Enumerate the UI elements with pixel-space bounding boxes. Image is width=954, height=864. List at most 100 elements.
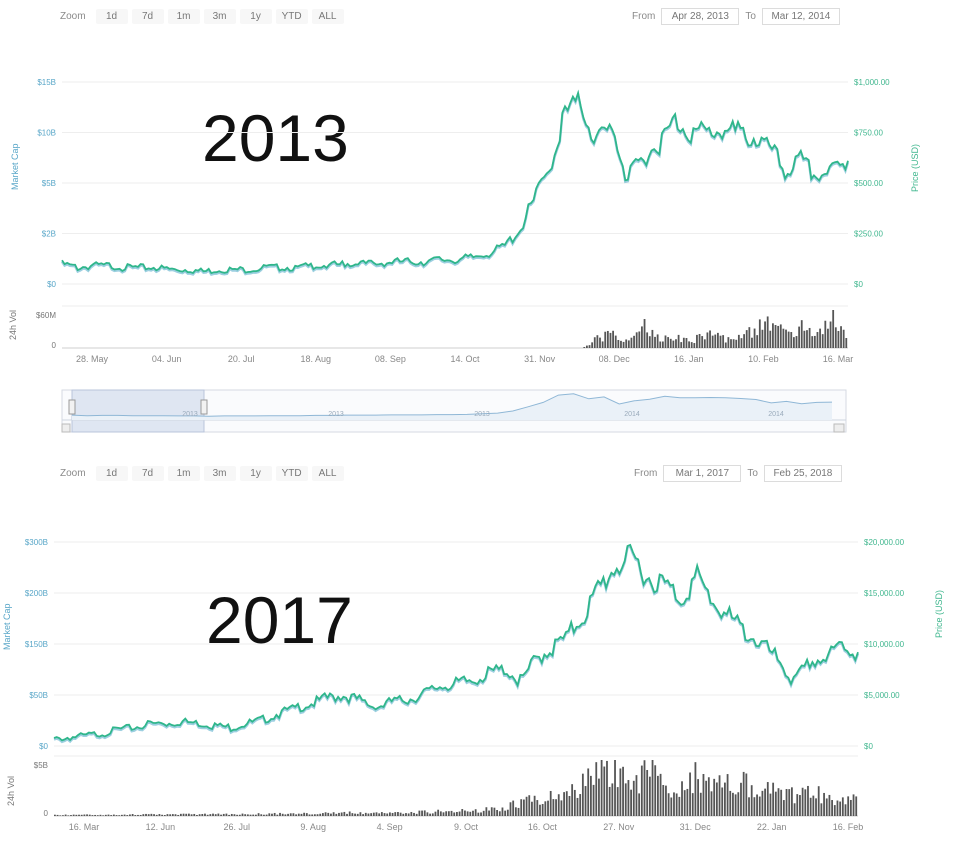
zoom-3m-button[interactable]: 3m (203, 8, 236, 24)
zoom-1y-button[interactable]: 1y (239, 8, 272, 24)
zoom-toolbar: Zoom 1d 7d 1m 3m 1y YTD ALL (60, 463, 348, 483)
volume-bar (686, 788, 689, 816)
volume-bar (565, 791, 568, 816)
volume-bar (614, 760, 616, 816)
volume-bar (832, 310, 835, 348)
volume-bar (813, 335, 816, 348)
zoom-7d-button[interactable]: 7d (131, 8, 164, 24)
volume-bar (840, 326, 842, 348)
volume-bar (112, 814, 115, 816)
market-cap-line (61, 89, 850, 277)
to-date-input[interactable]: Feb 25, 2018 (763, 464, 842, 482)
volume-bar (616, 787, 619, 816)
volume-bar (64, 814, 67, 816)
zoom-1m-button[interactable]: 1m (167, 8, 200, 24)
volume-bar (724, 342, 727, 348)
volume-bar (680, 342, 683, 348)
volume-bar (327, 812, 330, 816)
volume-bar (772, 323, 774, 348)
volume-bar (549, 790, 552, 816)
zoom-all-button[interactable]: ALL (311, 8, 344, 24)
volume-bar (249, 814, 252, 816)
volume-bar (480, 812, 482, 816)
volume-bar (656, 334, 659, 348)
zoom-1d-button[interactable]: 1d (95, 8, 128, 24)
year-annotation: 2013 (202, 101, 349, 175)
zoom-ytd-button[interactable]: YTD (275, 8, 308, 24)
volume-bar (584, 786, 587, 816)
volume-bar (399, 812, 402, 816)
volume-bar (821, 334, 824, 348)
zoom-7d-button[interactable]: 7d (131, 465, 164, 481)
volume-bar (764, 788, 766, 816)
volume-bar (601, 341, 604, 348)
volume-bar (466, 811, 469, 816)
volume-bar (233, 814, 236, 816)
volume-bar (533, 795, 536, 816)
volume-bar (677, 334, 680, 348)
volume-bar (316, 814, 319, 816)
volume-bar (378, 813, 381, 816)
x-tick-label: 12. Jun (146, 822, 176, 832)
volume-bar (816, 332, 819, 348)
volume-bar (520, 799, 523, 816)
price-line (61, 89, 849, 275)
volume-bar (289, 813, 292, 816)
volume-bar (803, 330, 806, 348)
volume-bar (96, 815, 99, 816)
volume-bar (819, 328, 821, 348)
volume-bar (672, 340, 675, 348)
volume-bar (743, 334, 745, 348)
navigator-label: 2013 (182, 411, 198, 418)
volume-bar (335, 813, 338, 816)
volume-bar (673, 792, 675, 816)
volume-bar (793, 803, 796, 816)
volume-tick: $5B (34, 761, 48, 770)
volume-bar (434, 811, 437, 816)
volume-bar (263, 814, 265, 816)
volume-bar (536, 800, 539, 816)
to-date-input[interactable]: Mar 12, 2014 (761, 7, 840, 25)
from-date-input[interactable]: Apr 28, 2013 (661, 7, 740, 25)
zoom-3m-button[interactable]: 3m (203, 465, 236, 481)
volume-bar (196, 814, 198, 816)
volume-bar (179, 813, 182, 816)
from-date-input[interactable]: Mar 1, 2017 (663, 464, 742, 482)
zoom-all-button[interactable]: ALL (311, 465, 344, 481)
zoom-ytd-button[interactable]: YTD (275, 465, 308, 481)
zoom-1y-button[interactable]: 1y (239, 465, 272, 481)
volume-bar (606, 330, 609, 348)
volume-bar (787, 331, 790, 348)
volume-bar (638, 331, 641, 348)
volume-bar (418, 810, 421, 816)
volume-bar (405, 813, 407, 816)
y-tick-left: $15B (37, 78, 56, 87)
y-tick-right: $250.00 (854, 230, 883, 239)
volume-bar (456, 811, 458, 816)
volume-bar (667, 793, 670, 816)
volume-bar (791, 787, 793, 816)
zoom-1m-button[interactable]: 1m (167, 465, 200, 481)
volume-bar (188, 813, 190, 816)
volume-bar (595, 762, 598, 816)
volume-bar (659, 773, 662, 816)
volume-bar (571, 784, 574, 816)
volume-bar (756, 335, 759, 348)
volume-bar (174, 814, 177, 816)
volume-bar (855, 796, 858, 816)
volume-bar (675, 339, 677, 348)
volume-bar (300, 813, 303, 816)
y-tick-right: $5,000.00 (864, 691, 900, 700)
volume-bar (748, 797, 750, 816)
volume-bar (825, 798, 828, 816)
volume-bar (590, 775, 592, 816)
chart-panel-2013: Zoom 1d 7d 1m 3m 1y YTD ALL From Apr 28,… (8, 7, 920, 433)
from-label: From (632, 10, 656, 22)
volume-bar (171, 814, 174, 816)
volume-bar (110, 815, 113, 816)
volume-bar (841, 797, 844, 816)
volume-bar (153, 814, 155, 816)
volume-bar (745, 330, 748, 348)
zoom-1d-button[interactable]: 1d (95, 465, 128, 481)
x-tick-label: 9. Aug (300, 822, 326, 832)
